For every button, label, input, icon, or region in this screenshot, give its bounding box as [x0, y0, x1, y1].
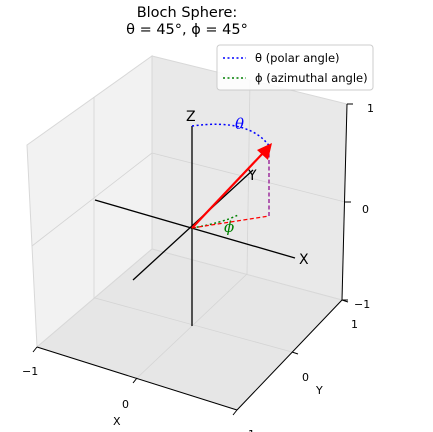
phi-arc — [191, 214, 239, 229]
axis-letter-y: Y — [247, 168, 257, 184]
x-axis-line — [94, 199, 296, 259]
axis-letter-x: X — [299, 252, 309, 268]
grid-line — [31, 152, 153, 247]
y-axis-title: Y — [315, 384, 323, 397]
x-tick-label: −1 — [22, 365, 38, 378]
tick-labels: −1 0 1 0 1 1 0 −1 — [22, 102, 374, 432]
z-tick-label: 1 — [367, 102, 374, 115]
theta-label: θ — [235, 115, 244, 133]
y-axis-line — [132, 169, 254, 281]
grid-line — [151, 152, 346, 203]
y-tick-label: 1 — [351, 318, 358, 331]
legend: θ (polar angle) ϕ (azimuthal angle) — [216, 44, 374, 91]
legend-frame — [216, 44, 374, 91]
y-tick-mark — [291, 351, 299, 355]
y-tick-label: 0 — [302, 371, 309, 384]
x-tick-mark — [232, 409, 238, 416]
z-tick-label: 0 — [362, 203, 369, 216]
chart-title: Bloch Sphere: — [137, 5, 238, 21]
state-vector-shaft — [191, 151, 265, 229]
coordinate-axes — [94, 126, 296, 326]
z-tick-label: −1 — [354, 298, 370, 311]
x-tick-mark — [132, 377, 138, 384]
state-vector — [191, 143, 272, 229]
theta-arc — [191, 123, 271, 148]
legend-label-theta: θ (polar angle) — [255, 51, 340, 65]
grid-line — [246, 79, 251, 275]
x-tick-label: 1 — [248, 428, 255, 432]
legend-label-phi: ϕ (azimuthal angle) — [255, 71, 368, 85]
y-axis-edge — [236, 299, 343, 411]
phi-label: ϕ — [224, 218, 234, 236]
state-vector-head — [257, 143, 272, 160]
z-axis-edge — [341, 103, 348, 301]
axis-letter-z: Z — [186, 109, 196, 125]
axes-panes — [26, 55, 348, 411]
chart-subtitle: θ = 45°, ϕ = 45° — [126, 22, 248, 38]
x-tick-label: 0 — [122, 398, 129, 411]
axis-edges — [32, 103, 353, 416]
x-tick-mark — [32, 346, 38, 353]
x-axis-title: X — [113, 415, 121, 428]
